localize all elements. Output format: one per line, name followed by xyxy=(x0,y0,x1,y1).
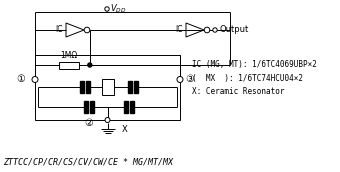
Bar xyxy=(85,81,89,93)
Text: (  MX  ): 1/6TC74HCU04×2: ( MX ): 1/6TC74HCU04×2 xyxy=(192,73,303,83)
Bar xyxy=(89,101,94,113)
Text: ①: ① xyxy=(16,74,25,84)
Bar xyxy=(35,55,180,120)
Bar xyxy=(84,101,87,113)
Text: ZTTCC/CP/CR/CS/CV/CW/CE * MG/MT/MX: ZTTCC/CP/CR/CS/CV/CW/CE * MG/MT/MX xyxy=(3,158,173,166)
Bar xyxy=(128,81,132,93)
Text: X: X xyxy=(121,126,127,135)
Bar xyxy=(59,62,79,68)
Circle shape xyxy=(105,7,109,11)
Circle shape xyxy=(88,63,92,67)
Text: X: Ceramic Resonator: X: Ceramic Resonator xyxy=(192,87,285,95)
Text: $V_{DD}$: $V_{DD}$ xyxy=(110,3,126,15)
Bar xyxy=(134,81,137,93)
Text: 1MΩ: 1MΩ xyxy=(61,51,78,60)
Circle shape xyxy=(32,77,38,83)
Text: ③: ③ xyxy=(185,74,194,84)
Circle shape xyxy=(177,77,183,83)
Bar xyxy=(102,79,114,95)
Bar xyxy=(123,101,128,113)
Circle shape xyxy=(204,27,210,33)
Circle shape xyxy=(105,117,110,122)
Circle shape xyxy=(84,27,90,33)
Bar xyxy=(80,81,84,93)
Text: IC: IC xyxy=(175,24,183,34)
Text: Output: Output xyxy=(219,25,248,35)
Text: ②: ② xyxy=(85,118,94,128)
Text: IC (MG, MT): 1/6TC4069UBP×2: IC (MG, MT): 1/6TC4069UBP×2 xyxy=(192,61,317,69)
Text: IC: IC xyxy=(55,24,63,34)
Bar xyxy=(130,101,134,113)
Circle shape xyxy=(213,28,217,32)
